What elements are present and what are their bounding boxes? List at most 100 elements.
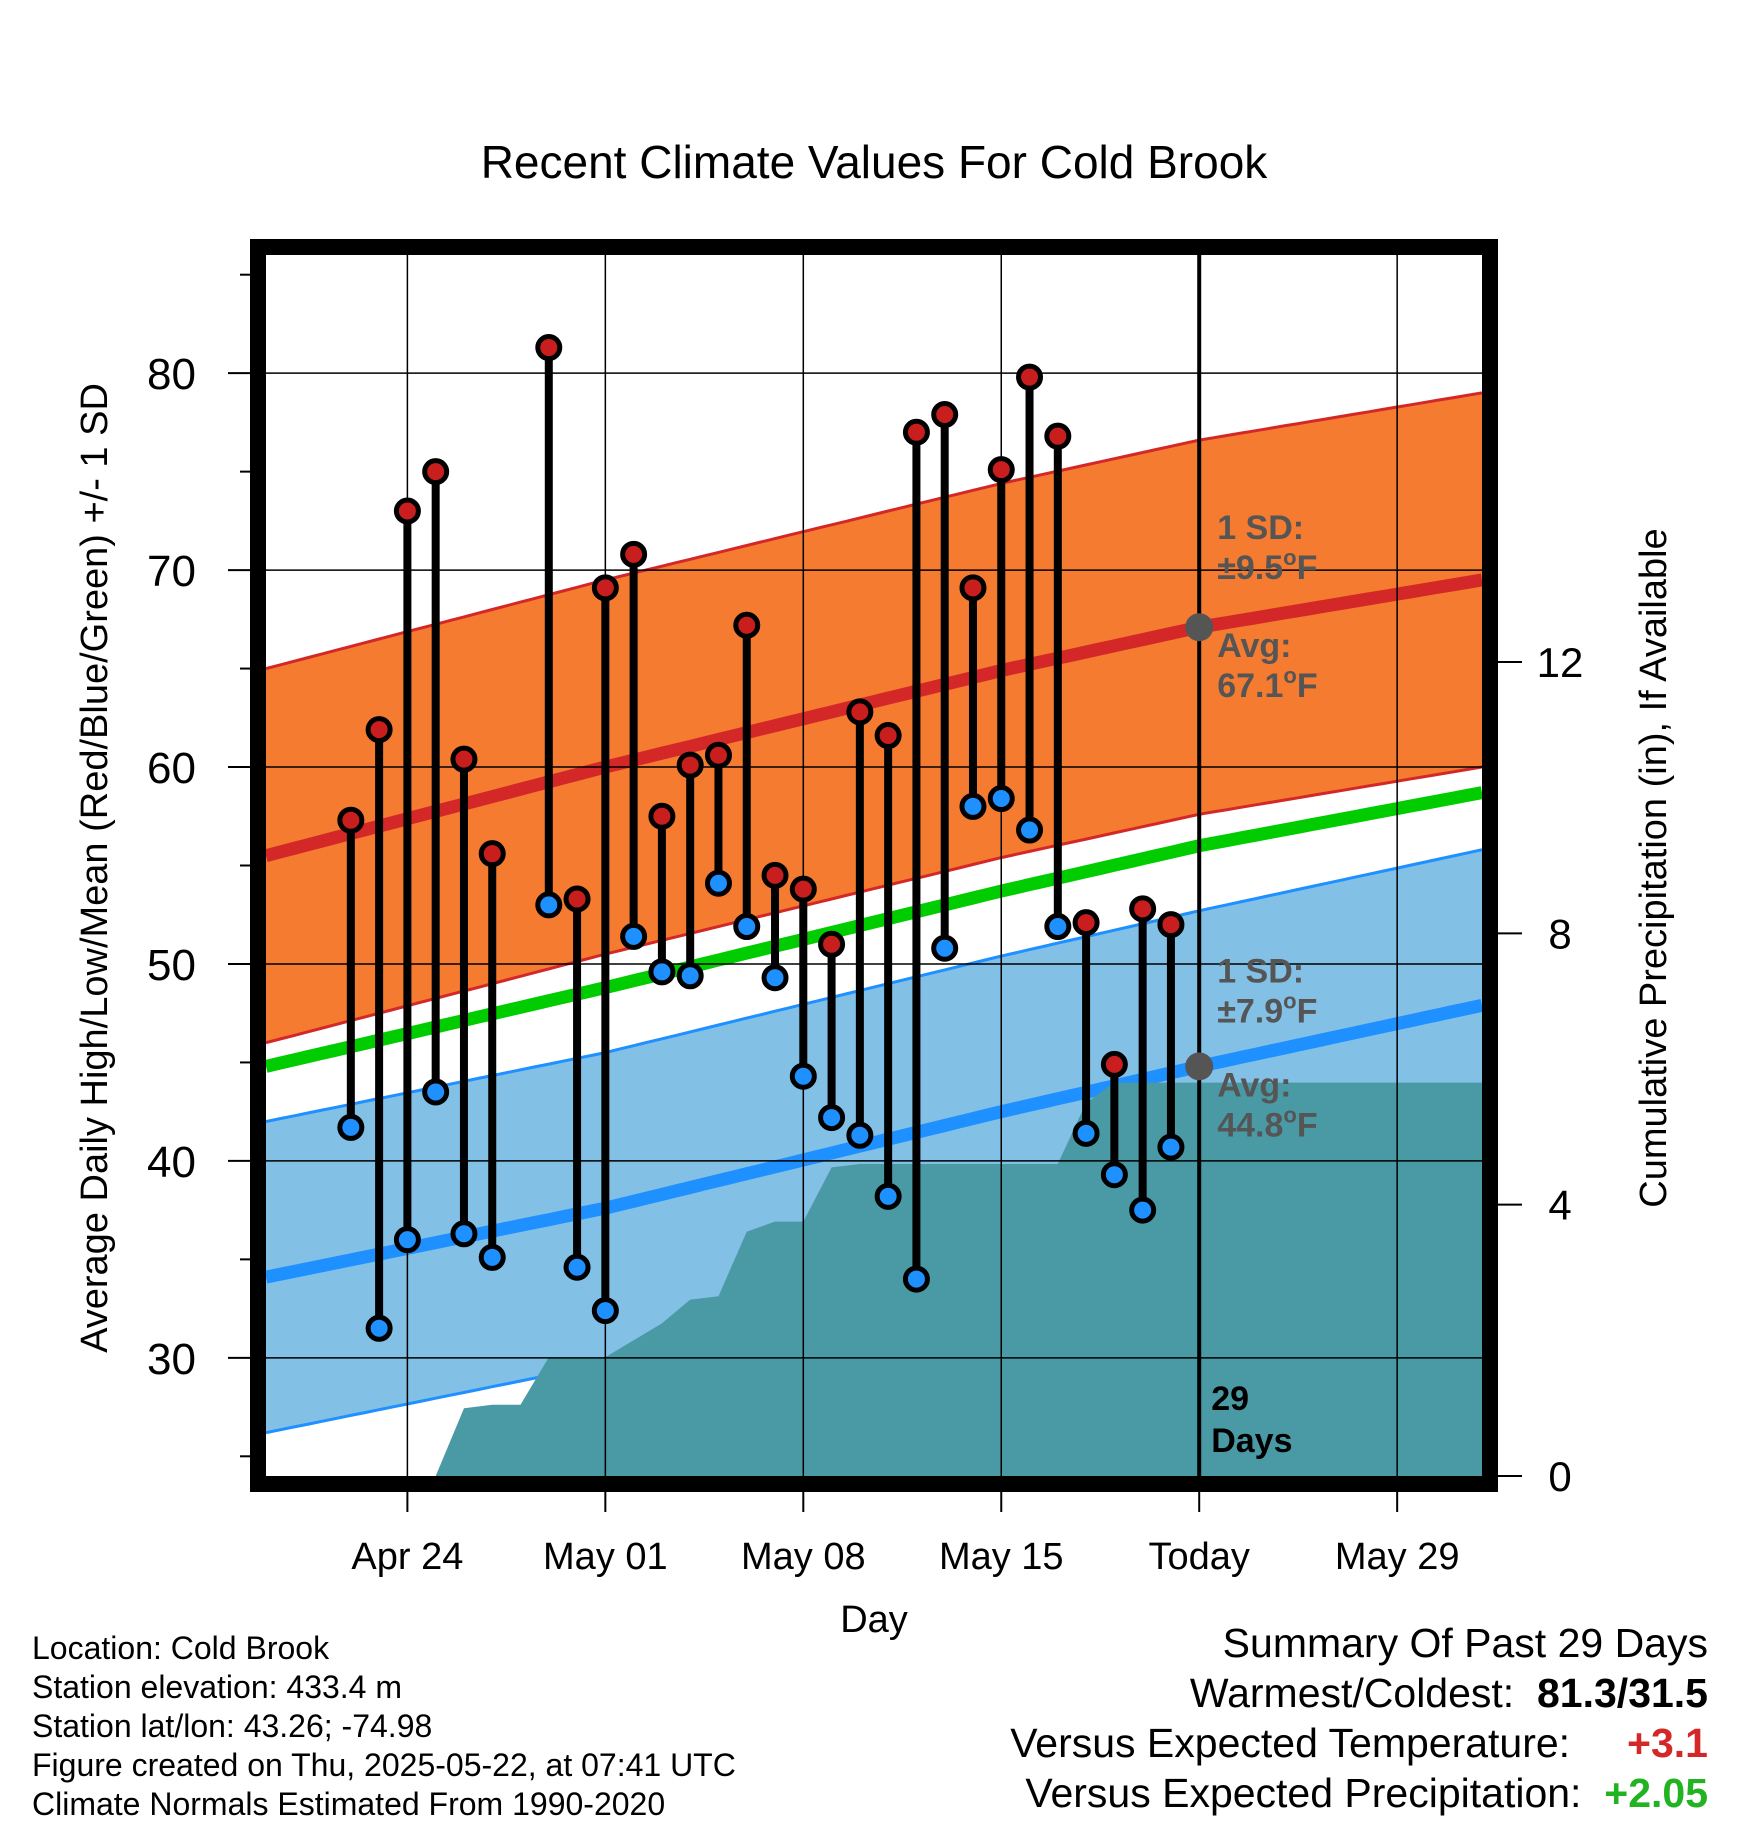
low-temp-point: [1072, 1119, 1100, 1147]
high-sd-value-unit: F: [1297, 549, 1318, 587]
low-temp-point: [365, 1314, 393, 1342]
low-sd-value-degree: o: [1283, 988, 1296, 1013]
low-temp-point: [450, 1220, 478, 1248]
low-avg-label-value: Avg:: [1217, 1066, 1291, 1104]
high-temp-point: [535, 334, 563, 362]
low-sd-value-unit: F: [1297, 992, 1318, 1030]
high-avg-value-unit: F: [1297, 667, 1318, 705]
summary-title: Summary Of Past 29 Days: [1222, 1620, 1708, 1666]
high-temp-point: [931, 401, 959, 429]
low-sd-label-value: 1 SD:: [1217, 952, 1304, 990]
days-word-label: Days: [1211, 1422, 1292, 1460]
low-temp-point: [478, 1243, 506, 1271]
y2-tick-label: 12: [1537, 639, 1584, 686]
high-temp-point: [1157, 911, 1185, 939]
precip-label: Versus Expected Precipitation:: [1025, 1770, 1582, 1816]
high-temp-point: [620, 540, 648, 568]
high-temp-point: [846, 698, 874, 726]
low-temp-point: [931, 934, 959, 962]
low-temp-point: [874, 1182, 902, 1210]
low-avg-label: Avg:: [1217, 1066, 1291, 1104]
low-avg-value-unit: F: [1297, 1106, 1318, 1144]
summary-temp: Versus Expected Temperature: +3.1: [1010, 1718, 1708, 1768]
high-temp-point: [959, 574, 987, 602]
high-temp-point: [818, 930, 846, 958]
today-high-normal-marker: [1185, 613, 1214, 642]
high-temp-point: [1016, 363, 1044, 391]
y-tick-label: 30: [147, 1335, 196, 1384]
precip-value: +2.05: [1604, 1770, 1708, 1816]
low-temp-point: [818, 1104, 846, 1132]
low-temp-point: [1129, 1196, 1157, 1224]
high-temp-point: [987, 456, 1015, 484]
high-temp-point: [450, 745, 478, 773]
low-temp-point: [563, 1253, 591, 1281]
warm-cold-label: Warmest/Coldest:: [1189, 1670, 1515, 1716]
high-avg-value: 67.1oF: [1217, 663, 1317, 705]
days-count-label: 29: [1211, 1380, 1249, 1418]
low-temp-point: [648, 958, 676, 986]
y-tick-label: 40: [147, 1138, 196, 1187]
low-temp-point: [393, 1226, 421, 1254]
low-temp-point: [959, 792, 987, 820]
mean-normal-line: [266, 786, 1482, 1073]
high-sd-band-upper-edge: [266, 391, 1482, 671]
y2-tick-label: 8: [1548, 910, 1571, 957]
normals-text: Climate Normals Estimated From 1990-2020: [32, 1786, 666, 1822]
low-avg-value-value: 44.8: [1217, 1106, 1283, 1144]
x-axis-label: Day: [840, 1599, 908, 1641]
high-sd-band-lower-edge: [266, 765, 1482, 1045]
low-temp-point: [591, 1297, 619, 1325]
x-tick-label: Today: [1149, 1536, 1250, 1578]
high-temp-point: [902, 418, 930, 446]
low-avg-value: 44.8oF: [1217, 1102, 1317, 1144]
high-avg-value-value: 67.1: [1217, 667, 1283, 705]
low-temp-point: [789, 1062, 817, 1090]
high-temp-point: [1072, 909, 1100, 937]
low-temp-point: [846, 1121, 874, 1149]
low-temp-point: [337, 1113, 365, 1141]
low-temp-point: [1044, 913, 1072, 941]
y-tick-label: 80: [147, 350, 196, 399]
low-temp-point: [1157, 1133, 1185, 1161]
y2-tick-label: 4: [1548, 1182, 1571, 1229]
high-temp-point: [393, 497, 421, 525]
today-low-normal-marker: [1185, 1052, 1214, 1081]
high-temp-point: [563, 885, 591, 913]
high-temp-point: [761, 861, 789, 889]
elevation-text: Station elevation: 433.4 m: [32, 1669, 403, 1705]
high-temp-point: [337, 806, 365, 834]
low-temp-point: [422, 1078, 450, 1106]
low-temp-point: [535, 891, 563, 919]
high-temp-point: [874, 722, 902, 750]
high-temp-point: [1044, 422, 1072, 450]
high-temp-point: [591, 574, 619, 602]
high-temp-point: [422, 458, 450, 486]
low-temp-point: [1016, 816, 1044, 844]
plot-frame: [250, 239, 1498, 1492]
x-tick-label: May 29: [1335, 1536, 1460, 1578]
x-tick-label: Apr 24: [351, 1536, 463, 1578]
summary-precip: Versus Expected Precipitation: +2.05: [1010, 1768, 1708, 1818]
high-temp-point: [1129, 895, 1157, 923]
low-sd-value-value: ±7.9: [1217, 992, 1283, 1030]
x-tick-label: May 08: [741, 1536, 866, 1578]
high-temp-point: [789, 875, 817, 903]
high-temp-point: [676, 751, 704, 779]
y-tick-label: 60: [147, 744, 196, 793]
low-temp-point: [704, 869, 732, 897]
summary-panel: Summary Of Past 29 Days Warmest/Coldest:…: [1010, 1618, 1708, 1818]
high-normal-line: [266, 573, 1482, 862]
low-temp-point: [987, 785, 1015, 813]
warm-cold-value: 81.3/31.5: [1537, 1670, 1708, 1716]
y2-axis-label: Cumulative Precipitation (in), If Availa…: [1633, 528, 1675, 1207]
y-tick-label: 70: [147, 547, 196, 596]
high-avg-label-value: Avg:: [1217, 627, 1291, 665]
high-sd-value-value: ±9.5: [1217, 549, 1283, 587]
location-text: Location: Cold Brook: [32, 1630, 330, 1666]
x-tick-label: May 15: [939, 1536, 1064, 1578]
high-sd-value: ±9.5oF: [1217, 545, 1317, 587]
summary-warm-cold: Warmest/Coldest: 81.3/31.5: [1010, 1668, 1708, 1718]
high-avg-label: Avg:: [1217, 627, 1291, 665]
